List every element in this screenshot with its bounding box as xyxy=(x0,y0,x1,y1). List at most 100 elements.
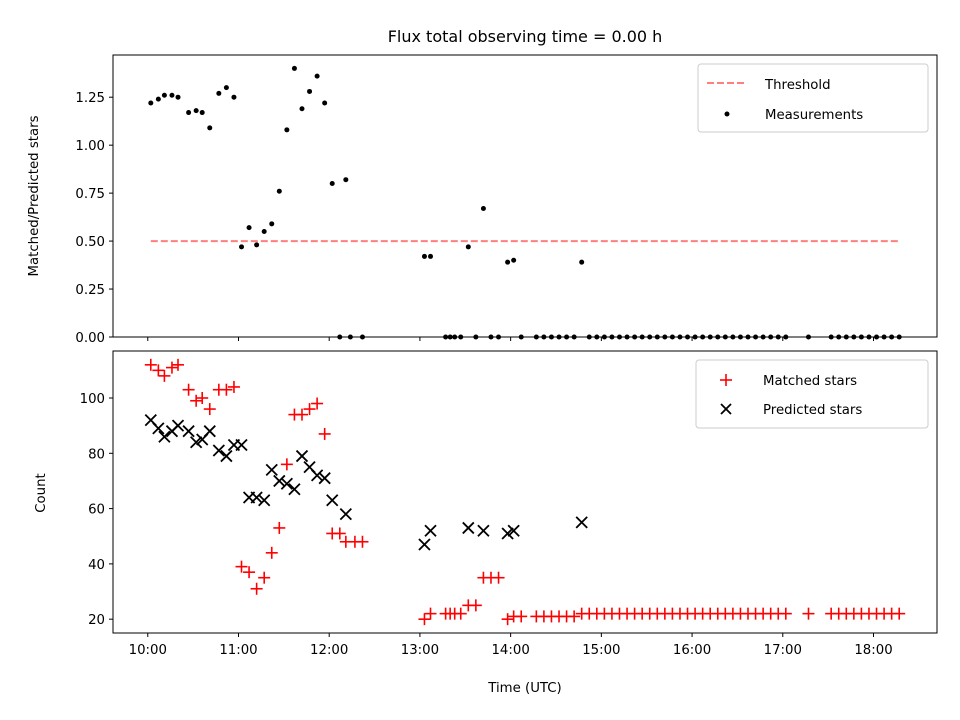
bottom-y-tick-label: 60 xyxy=(88,503,105,518)
matched-stars-point xyxy=(568,610,581,623)
measurements-point xyxy=(246,225,252,231)
bottom-y-axis-label: Count xyxy=(34,473,49,513)
top-axes-frame xyxy=(112,54,938,338)
measurements-point xyxy=(329,181,335,187)
legend-matched-swatch xyxy=(720,374,732,386)
bottom-x-axis-label: Time (UTC) xyxy=(487,681,562,696)
predicted-stars-point xyxy=(212,444,225,457)
matched-stars-point xyxy=(454,607,467,620)
bottom-y-tick-label: 20 xyxy=(88,613,105,628)
predicted-stars-point xyxy=(462,521,475,535)
matched-stars-point xyxy=(779,607,792,620)
measurements-point xyxy=(505,259,511,265)
bottom-panel: 20 40 60 80 100 10:00 11:00 12:00 13:00 14:00 15:… xyxy=(34,350,938,696)
legend-threshold-label: Threshold xyxy=(764,78,831,93)
bottom-y-tick-label: 100 xyxy=(80,392,105,407)
measurements-point xyxy=(155,96,161,102)
measurements-point xyxy=(322,100,328,106)
predicted-stars-point xyxy=(158,430,171,443)
predicted-stars-point xyxy=(220,449,233,463)
matched-stars-point xyxy=(424,607,437,620)
measurements-point xyxy=(223,85,229,91)
top-y-tick-label: 0.25 xyxy=(75,283,105,298)
top-panel: Flux total observing time = 0.00 h 0.00 0… xyxy=(27,27,938,346)
measurements-point xyxy=(254,242,260,248)
matched-stars-point xyxy=(243,566,256,579)
top-y-axis-label: Matched/Predicted stars xyxy=(27,115,42,276)
x-tick-label: 16:00 xyxy=(673,643,711,658)
legend-measurements-swatch xyxy=(724,111,730,117)
measurements-point xyxy=(169,92,175,98)
measurements-point xyxy=(207,125,213,131)
matched-stars-point xyxy=(469,599,482,612)
measurements-point xyxy=(291,65,297,71)
top-title: Flux total observing time = 0.00 h xyxy=(388,27,663,46)
predicted-stars-point xyxy=(424,524,437,537)
measurements-point xyxy=(216,90,222,96)
measurements-point xyxy=(161,92,167,98)
matched-stars-point xyxy=(158,369,171,382)
top-x-ticks xyxy=(147,337,874,341)
matched-stars-point xyxy=(144,358,157,371)
x-tick-label: 10:00 xyxy=(129,643,167,658)
measurements-point xyxy=(269,221,275,227)
bottom-x-ticks: 10:00 11:00 12:00 13:00 14:00 15:00 16:00 17:00… xyxy=(129,633,893,658)
predicted-stars-point xyxy=(280,477,294,490)
matched-stars-point xyxy=(273,521,286,534)
top-legend: Threshold Measurements xyxy=(697,63,929,133)
predicted-stars-point xyxy=(182,425,195,438)
matched-stars-point xyxy=(196,392,209,404)
predicted-stars-point xyxy=(501,527,514,540)
measurements-point xyxy=(199,110,205,116)
measurements-point xyxy=(314,73,320,79)
predicted-stars-point xyxy=(339,507,352,521)
legend-predicted-swatch xyxy=(720,403,732,415)
matched-stars-point xyxy=(235,560,248,573)
predicted-stars-point xyxy=(190,436,203,449)
bottom-legend-box xyxy=(695,359,929,429)
predicted-stars-point xyxy=(203,425,216,438)
matched-stars-point xyxy=(492,571,505,584)
measurements-point xyxy=(186,110,192,116)
top-legend-box xyxy=(697,63,929,133)
matched-stars-point xyxy=(318,427,331,440)
matched-stars-point xyxy=(258,571,271,584)
predicted-stars-point xyxy=(265,463,278,477)
measurements-point xyxy=(175,94,181,100)
x-tick-label: 12:00 xyxy=(310,643,348,658)
predicted-stars-point xyxy=(171,419,185,432)
measurements-point xyxy=(465,244,471,250)
predicted-stars-point xyxy=(326,494,339,507)
matched-stars-point xyxy=(356,535,369,548)
matched-stars-point xyxy=(165,361,178,374)
matched-stars-point xyxy=(333,527,346,540)
predicted-stars-point xyxy=(288,483,301,496)
bottom-y-tick-label: 40 xyxy=(88,558,105,573)
matched-stars-point xyxy=(802,607,815,620)
bottom-legend: Matched stars Predicted stars xyxy=(695,359,929,429)
top-y-ticks: 0.00 0.25 0.50 0.75 1.00 1.25 xyxy=(75,91,113,346)
matched-stars-point xyxy=(515,610,528,623)
measurements-point xyxy=(261,228,267,234)
measurements-point xyxy=(193,108,199,114)
matched-stars-point xyxy=(280,458,293,471)
predicted-stars-point xyxy=(418,538,431,551)
top-y-tick-label: 0.00 xyxy=(75,331,105,346)
measurements-point xyxy=(428,253,434,259)
predicted-stars-point xyxy=(235,438,248,452)
top-y-tick-label: 0.75 xyxy=(75,187,105,202)
x-tick-label: 14:00 xyxy=(491,643,529,658)
top-y-tick-label: 1.25 xyxy=(75,91,105,106)
matched-stars-point xyxy=(501,613,514,626)
measurements-point xyxy=(421,253,427,259)
top-y-tick-label: 0.50 xyxy=(75,235,105,250)
matched-stars-point xyxy=(203,403,216,416)
measurements-point xyxy=(579,259,585,265)
predicted-stars-point xyxy=(273,474,286,488)
predicted-stars-point xyxy=(152,422,165,435)
bottom-plot-area xyxy=(144,358,906,626)
matched-stars-point xyxy=(418,613,431,626)
legend-measurements-label: Measurements xyxy=(765,108,863,123)
predicted-stars-point xyxy=(477,524,490,537)
predicted-stars-point xyxy=(258,494,271,507)
